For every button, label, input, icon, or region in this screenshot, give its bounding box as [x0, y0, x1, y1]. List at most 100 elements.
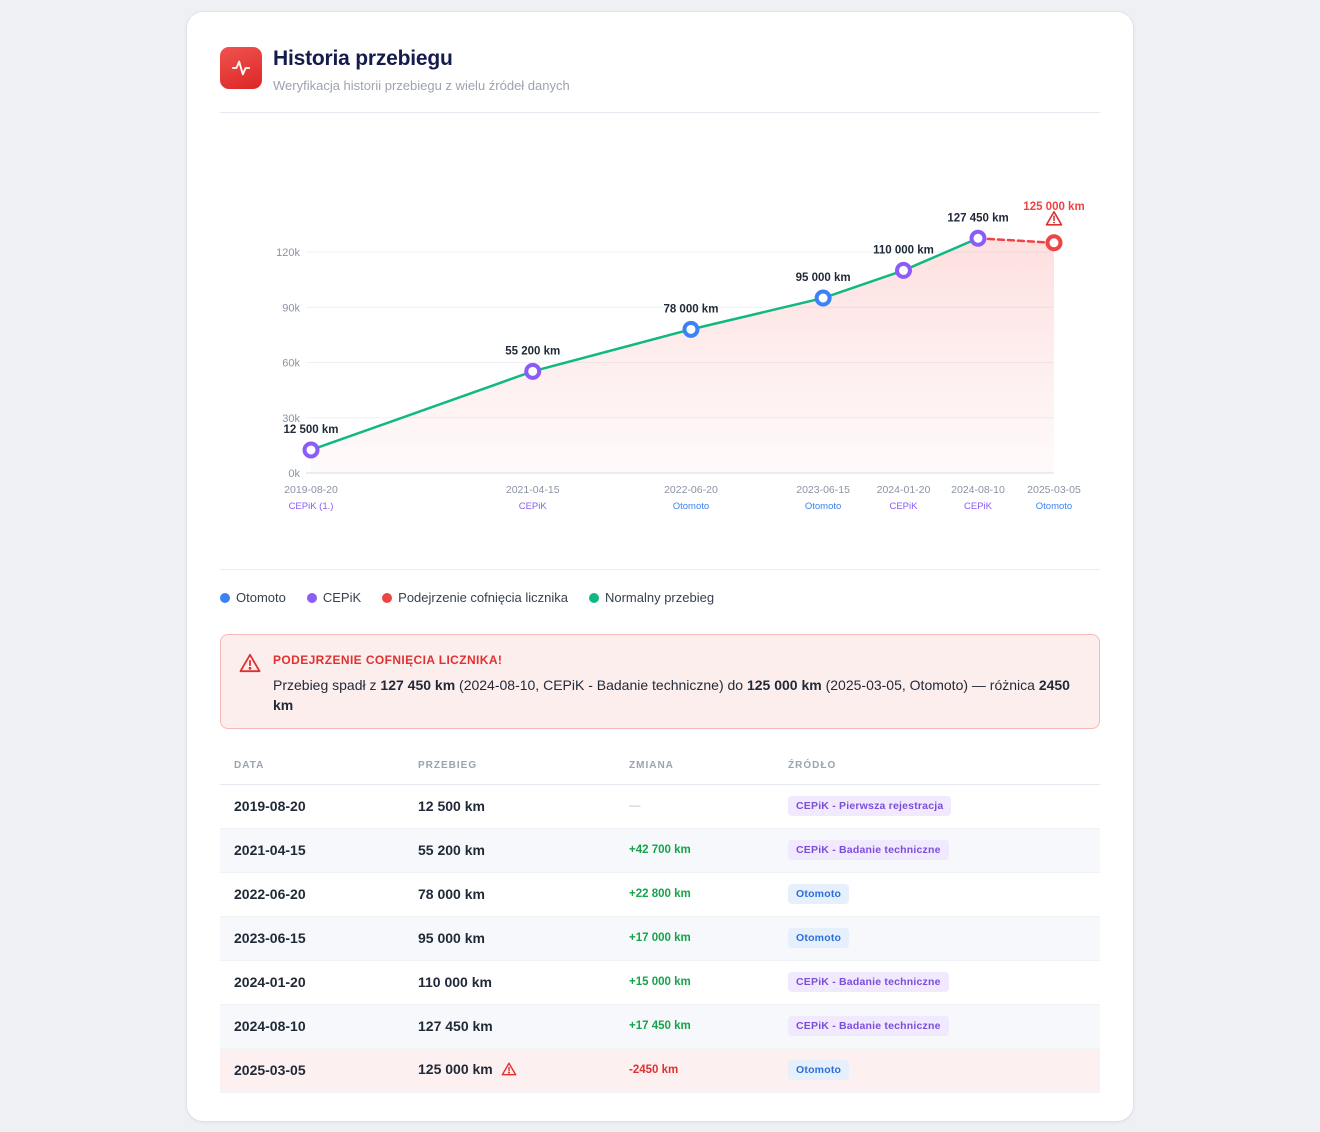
- mileage-history-card: Historia przebiegu Weryfikacja historii …: [187, 12, 1133, 1121]
- column-header-mileage: PRZEBIEG: [404, 748, 615, 785]
- legend-dot-otomoto: [220, 592, 230, 603]
- line-segment: [821, 269, 905, 300]
- table-row: 2022-06-20 78 000 km +22 800 km Otomoto: [220, 872, 1100, 917]
- x-tick-label: 2019-08-20: [284, 484, 338, 496]
- data-label: 110 000 km: [873, 244, 934, 256]
- row-mileage-cell: 125 000 km: [404, 1048, 615, 1093]
- legend-dot-cepik: [306, 592, 317, 603]
- row-source-cell: Otomoto: [774, 872, 1100, 917]
- row-date: 2021-04-15: [220, 828, 404, 873]
- row-source-cell: CEPiK - Badanie techniczne: [774, 1004, 1100, 1049]
- table-header-row: DATA PRZEBIEG ZMIANA ŹRÓDŁO: [220, 748, 1100, 785]
- mileage-chart: 0k 30k 60k 90k 120k 12 500 km 2019-08-20 CEPiK …: [220, 130, 1100, 570]
- data-label: 55 200 km: [505, 345, 560, 357]
- row-source-cell: CEPiK - Badanie techniczne: [774, 960, 1100, 1005]
- x-tick-label: 2025-03-05: [1027, 484, 1081, 496]
- x-source-label: Otomoto: [1036, 501, 1072, 512]
- page-subtitle: Weryfikacja historii przebiegu z wielu ź…: [273, 78, 570, 93]
- mileage-chart-svg: 0k 30k 60k 90k 120k 12 500 km 2019-08-20 CEPiK …: [276, 201, 1085, 512]
- source-badge: Otomoto: [788, 1060, 850, 1080]
- warning-triangle-icon: [501, 1062, 517, 1079]
- row-change-cell: +22 800 km: [615, 872, 774, 917]
- x-tick-label: 2024-08-10: [951, 484, 1005, 496]
- data-label: 127 450 km: [947, 212, 1008, 224]
- y-tick-label: 90k: [282, 302, 300, 314]
- area-fill: [311, 238, 1054, 473]
- row-date: 2025-03-05: [220, 1048, 404, 1093]
- alert-text-3: (2025-03-05, Otomoto) — różnica: [821, 677, 1039, 693]
- data-label: 125 000 km: [1023, 201, 1084, 213]
- x-source-label: CEPiK: [519, 501, 548, 512]
- alert-title: PODEJRZENIE COFNIĘCIA LICZNIKA!: [273, 653, 503, 667]
- row-change-cell: -2450 km: [615, 1048, 774, 1093]
- legend-dot-suspect: [382, 592, 393, 603]
- warning-triangle-icon: [1045, 210, 1063, 226]
- data-point: [814, 289, 832, 307]
- row-mileage: 55 200 km: [404, 828, 615, 873]
- source-badge: Otomoto: [788, 928, 850, 948]
- row-date: 2024-08-10: [220, 1004, 404, 1049]
- page-title: Historia przebiegu: [273, 47, 453, 70]
- row-date: 2024-01-20: [220, 960, 404, 1005]
- source-badge: CEPiK - Badanie techniczne: [788, 840, 949, 860]
- legend-label: Podejrzenie cofnięcia licznika: [398, 590, 568, 605]
- alert-diff-km: 2450 km: [273, 677, 1070, 713]
- row-change: +15 000 km: [629, 976, 691, 988]
- row-mileage: 110 000 km: [404, 960, 615, 1005]
- row-change: +17 000 km: [629, 932, 691, 944]
- x-source-label: Otomoto: [673, 501, 709, 512]
- data-label: 12 500 km: [284, 424, 339, 436]
- x-source-label: CEPiK: [889, 501, 918, 512]
- card-header: Historia przebiegu Weryfikacja historii …: [220, 47, 1100, 113]
- row-source-cell: Otomoto: [774, 916, 1100, 961]
- legend-item-normal: Normalny przebieg: [588, 590, 715, 605]
- data-label: 78 000 km: [663, 303, 718, 315]
- legend-label: Otomoto: [236, 590, 286, 605]
- y-tick-label: 60k: [282, 358, 300, 370]
- row-change: +17 450 km: [629, 1020, 691, 1032]
- row-source-cell: Otomoto: [774, 1048, 1100, 1093]
- x-source-label: CEPiK: [964, 501, 993, 512]
- row-change-cell: —: [615, 784, 774, 829]
- line-segment: [689, 296, 825, 331]
- y-tick-label: 30k: [282, 413, 300, 425]
- x-tick-label: 2022-06-20: [664, 484, 718, 496]
- activity-pulse-icon: [220, 47, 262, 89]
- legend-dot-normal: [588, 592, 599, 603]
- row-change-cell: +42 700 km: [615, 828, 774, 873]
- alert-text-2: (2024-08-10, CEPiK - Badanie techniczne)…: [455, 677, 747, 693]
- row-date: 2022-06-20: [220, 872, 404, 917]
- x-tick-label: 2021-04-15: [506, 484, 560, 496]
- alert-to-km: 125 000 km: [746, 677, 822, 693]
- legend-label: Normalny przebieg: [604, 590, 715, 605]
- row-change-cell: +17 000 km: [615, 916, 774, 961]
- alert-text-1: Przebieg spadł z: [273, 677, 381, 693]
- source-badge: CEPiK - Pierwsza rejestracja: [788, 796, 952, 816]
- source-badge: CEPiK - Badanie techniczne: [788, 1016, 949, 1036]
- data-point: [524, 362, 542, 380]
- row-mileage: 95 000 km: [404, 916, 615, 961]
- table-row: 2023-06-15 95 000 km +17 000 km Otomoto: [220, 916, 1100, 961]
- column-header-change: ZMIANA: [615, 748, 774, 785]
- legend-item-otomoto: Otomoto: [220, 590, 286, 605]
- x-source-label: Otomoto: [805, 501, 841, 512]
- line-segment: [309, 370, 534, 452]
- mileage-history-table: DATA PRZEBIEG ZMIANA ŹRÓDŁO 2019-08-20 1…: [220, 748, 1100, 1093]
- alert-from-km: 127 450 km: [380, 677, 456, 693]
- row-source-cell: CEPiK - Pierwsza rejestracja: [774, 784, 1100, 829]
- row-change-cell: +17 450 km: [615, 1004, 774, 1049]
- table-row: 2024-08-10 127 450 km +17 450 km CEPiK -…: [220, 1004, 1100, 1049]
- line-segment: [902, 237, 980, 272]
- y-tick-label: 120k: [276, 247, 300, 259]
- legend-label: CEPiK: [322, 590, 362, 605]
- suspect-segment: [976, 237, 1056, 245]
- data-label: 95 000 km: [796, 272, 851, 284]
- row-mileage: 78 000 km: [404, 872, 615, 917]
- row-source-cell: CEPiK - Badanie techniczne: [774, 828, 1100, 873]
- row-change: -2450 km: [629, 1064, 679, 1076]
- data-point: [894, 261, 912, 279]
- row-mileage: 127 450 km: [404, 1004, 615, 1049]
- row-date: 2023-06-15: [220, 916, 404, 961]
- x-tick-label: 2024-01-20: [877, 484, 931, 496]
- x-source-label: CEPiK (1.): [289, 501, 334, 512]
